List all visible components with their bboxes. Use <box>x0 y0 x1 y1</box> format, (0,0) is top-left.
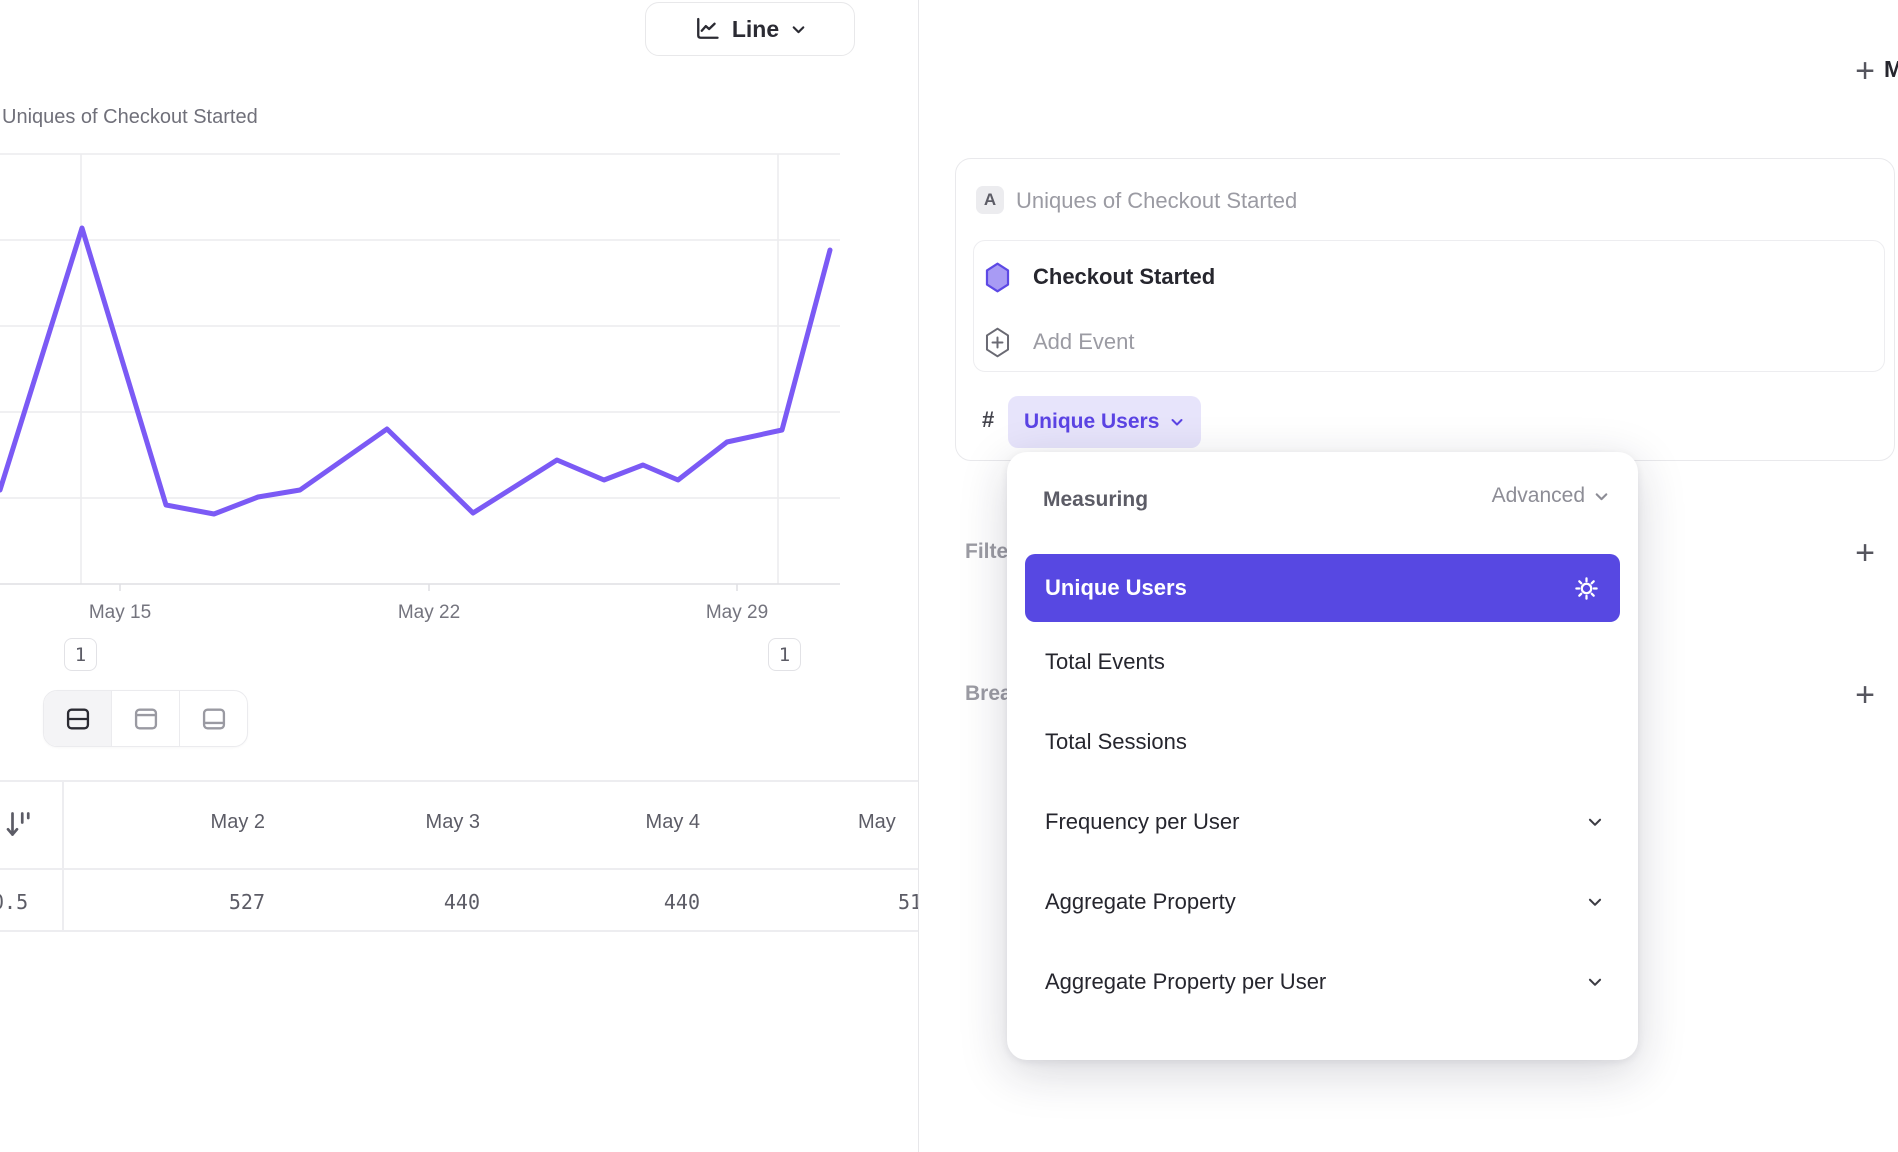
table-cell: 0.5 <box>0 890 29 914</box>
svg-text:May 15: May 15 <box>89 602 151 623</box>
chevron-down-icon <box>1169 414 1185 430</box>
advanced-mode-label: Advanced <box>1491 484 1585 507</box>
measuring-option-total-sessions[interactable]: Total Sessions <box>1025 702 1620 782</box>
table-header-cell[interactable]: May 4 <box>645 811 700 833</box>
measuring-popover <box>1007 452 1638 1060</box>
measurement-dropdown-trigger[interactable]: Unique Users <box>1008 396 1202 448</box>
measuring-option-label: Unique Users <box>1045 575 1187 600</box>
measuring-option-aggregate-property-per-user[interactable]: Aggregate Property per User <box>1025 942 1620 1022</box>
line-chart: May 15 May 22 May 29 <box>0 153 840 623</box>
table-top-border <box>0 780 918 782</box>
advanced-mode-button[interactable]: Advanced <box>1455 484 1610 508</box>
measuring-option-aggregate-property[interactable]: Aggregate Property <box>1025 862 1620 942</box>
table-cell: 440 <box>663 890 700 914</box>
measuring-option-frequency-per-user[interactable]: Frequency per User <box>1025 782 1620 862</box>
split-view-icon <box>63 705 93 733</box>
chevron-down-icon <box>1586 813 1604 831</box>
measuring-option-label: Total Sessions <box>1045 729 1187 754</box>
sort-descending-icon <box>2 806 38 842</box>
line-chart-icon <box>693 15 721 43</box>
table-column-separator <box>62 780 64 930</box>
table-header-cell[interactable]: May <box>858 811 896 833</box>
chart-only-view-button[interactable] <box>111 691 179 746</box>
sort-button[interactable] <box>2 804 42 844</box>
measuring-header-label: Measuring <box>1043 488 1149 511</box>
measurement-prefix: # <box>982 407 995 432</box>
chevron-down-icon <box>1593 488 1610 505</box>
metric-badge[interactable]: A <box>976 186 1004 214</box>
add-event-button[interactable]: Add Event <box>984 320 1874 364</box>
table-cell: 440 <box>443 890 480 914</box>
measuring-option-label: Aggregate Property <box>1045 889 1236 914</box>
measuring-option-label: Total Events <box>1045 649 1165 674</box>
table-only-view-button[interactable] <box>179 691 247 746</box>
table-cell: 527 <box>228 890 265 914</box>
measuring-option-label: Aggregate Property per User <box>1045 969 1327 994</box>
svg-text:May 22: May 22 <box>398 602 460 623</box>
event-card <box>973 240 1885 372</box>
annotation-count: 1 <box>74 643 87 666</box>
metric-name[interactable]: Uniques of Checkout Started <box>1016 188 1298 213</box>
annotation-badge-1[interactable]: 1 <box>64 638 97 671</box>
table-header-cell[interactable]: May 3 <box>425 811 480 833</box>
panel-divider <box>918 0 919 1152</box>
event-row-checkout-started[interactable]: Checkout Started <box>984 255 1874 299</box>
chevron-down-icon <box>1586 973 1604 991</box>
view-toggle <box>43 690 248 747</box>
measuring-option-unique-users[interactable]: Unique Users <box>1025 554 1620 622</box>
metrics-section-title: Metrics <box>1884 56 1898 82</box>
measurement-label: Unique Users <box>1024 410 1160 433</box>
add-breakdown-button[interactable]: + <box>1855 676 1875 714</box>
add-event-label: Add Event <box>1033 329 1135 354</box>
event-label: Checkout Started <box>1033 264 1216 289</box>
split-view-button[interactable] <box>44 691 111 746</box>
chart-title: Uniques of Checkout Started <box>2 106 258 128</box>
chevron-down-icon <box>1586 893 1604 911</box>
chart-type-label: Line <box>731 15 780 42</box>
table-only-view-icon <box>199 705 229 733</box>
gear-icon[interactable] <box>1573 575 1600 602</box>
annotation-badge-2[interactable]: 1 <box>768 638 801 671</box>
add-metric-button[interactable]: + <box>1855 52 1875 90</box>
chevron-down-icon <box>790 21 807 38</box>
table-row-border <box>0 930 918 932</box>
table-header-cell[interactable]: May 2 <box>210 811 265 833</box>
table-header-border <box>0 868 918 870</box>
hexagon-event-icon <box>984 262 1011 293</box>
measuring-option-total-events[interactable]: Total Events <box>1025 622 1620 702</box>
table-cell: 51 <box>898 890 918 914</box>
chart-only-view-icon <box>131 705 161 733</box>
add-filter-button[interactable]: + <box>1855 534 1875 572</box>
chart-type-button[interactable]: Line <box>645 2 855 56</box>
svg-text:May 29: May 29 <box>706 602 768 623</box>
hexagon-plus-icon <box>984 327 1011 358</box>
annotation-count: 1 <box>778 643 791 666</box>
measuring-option-label: Frequency per User <box>1045 809 1240 834</box>
chart-panel: Line Uniques of Checkout Started May 15 M… <box>0 0 918 1152</box>
